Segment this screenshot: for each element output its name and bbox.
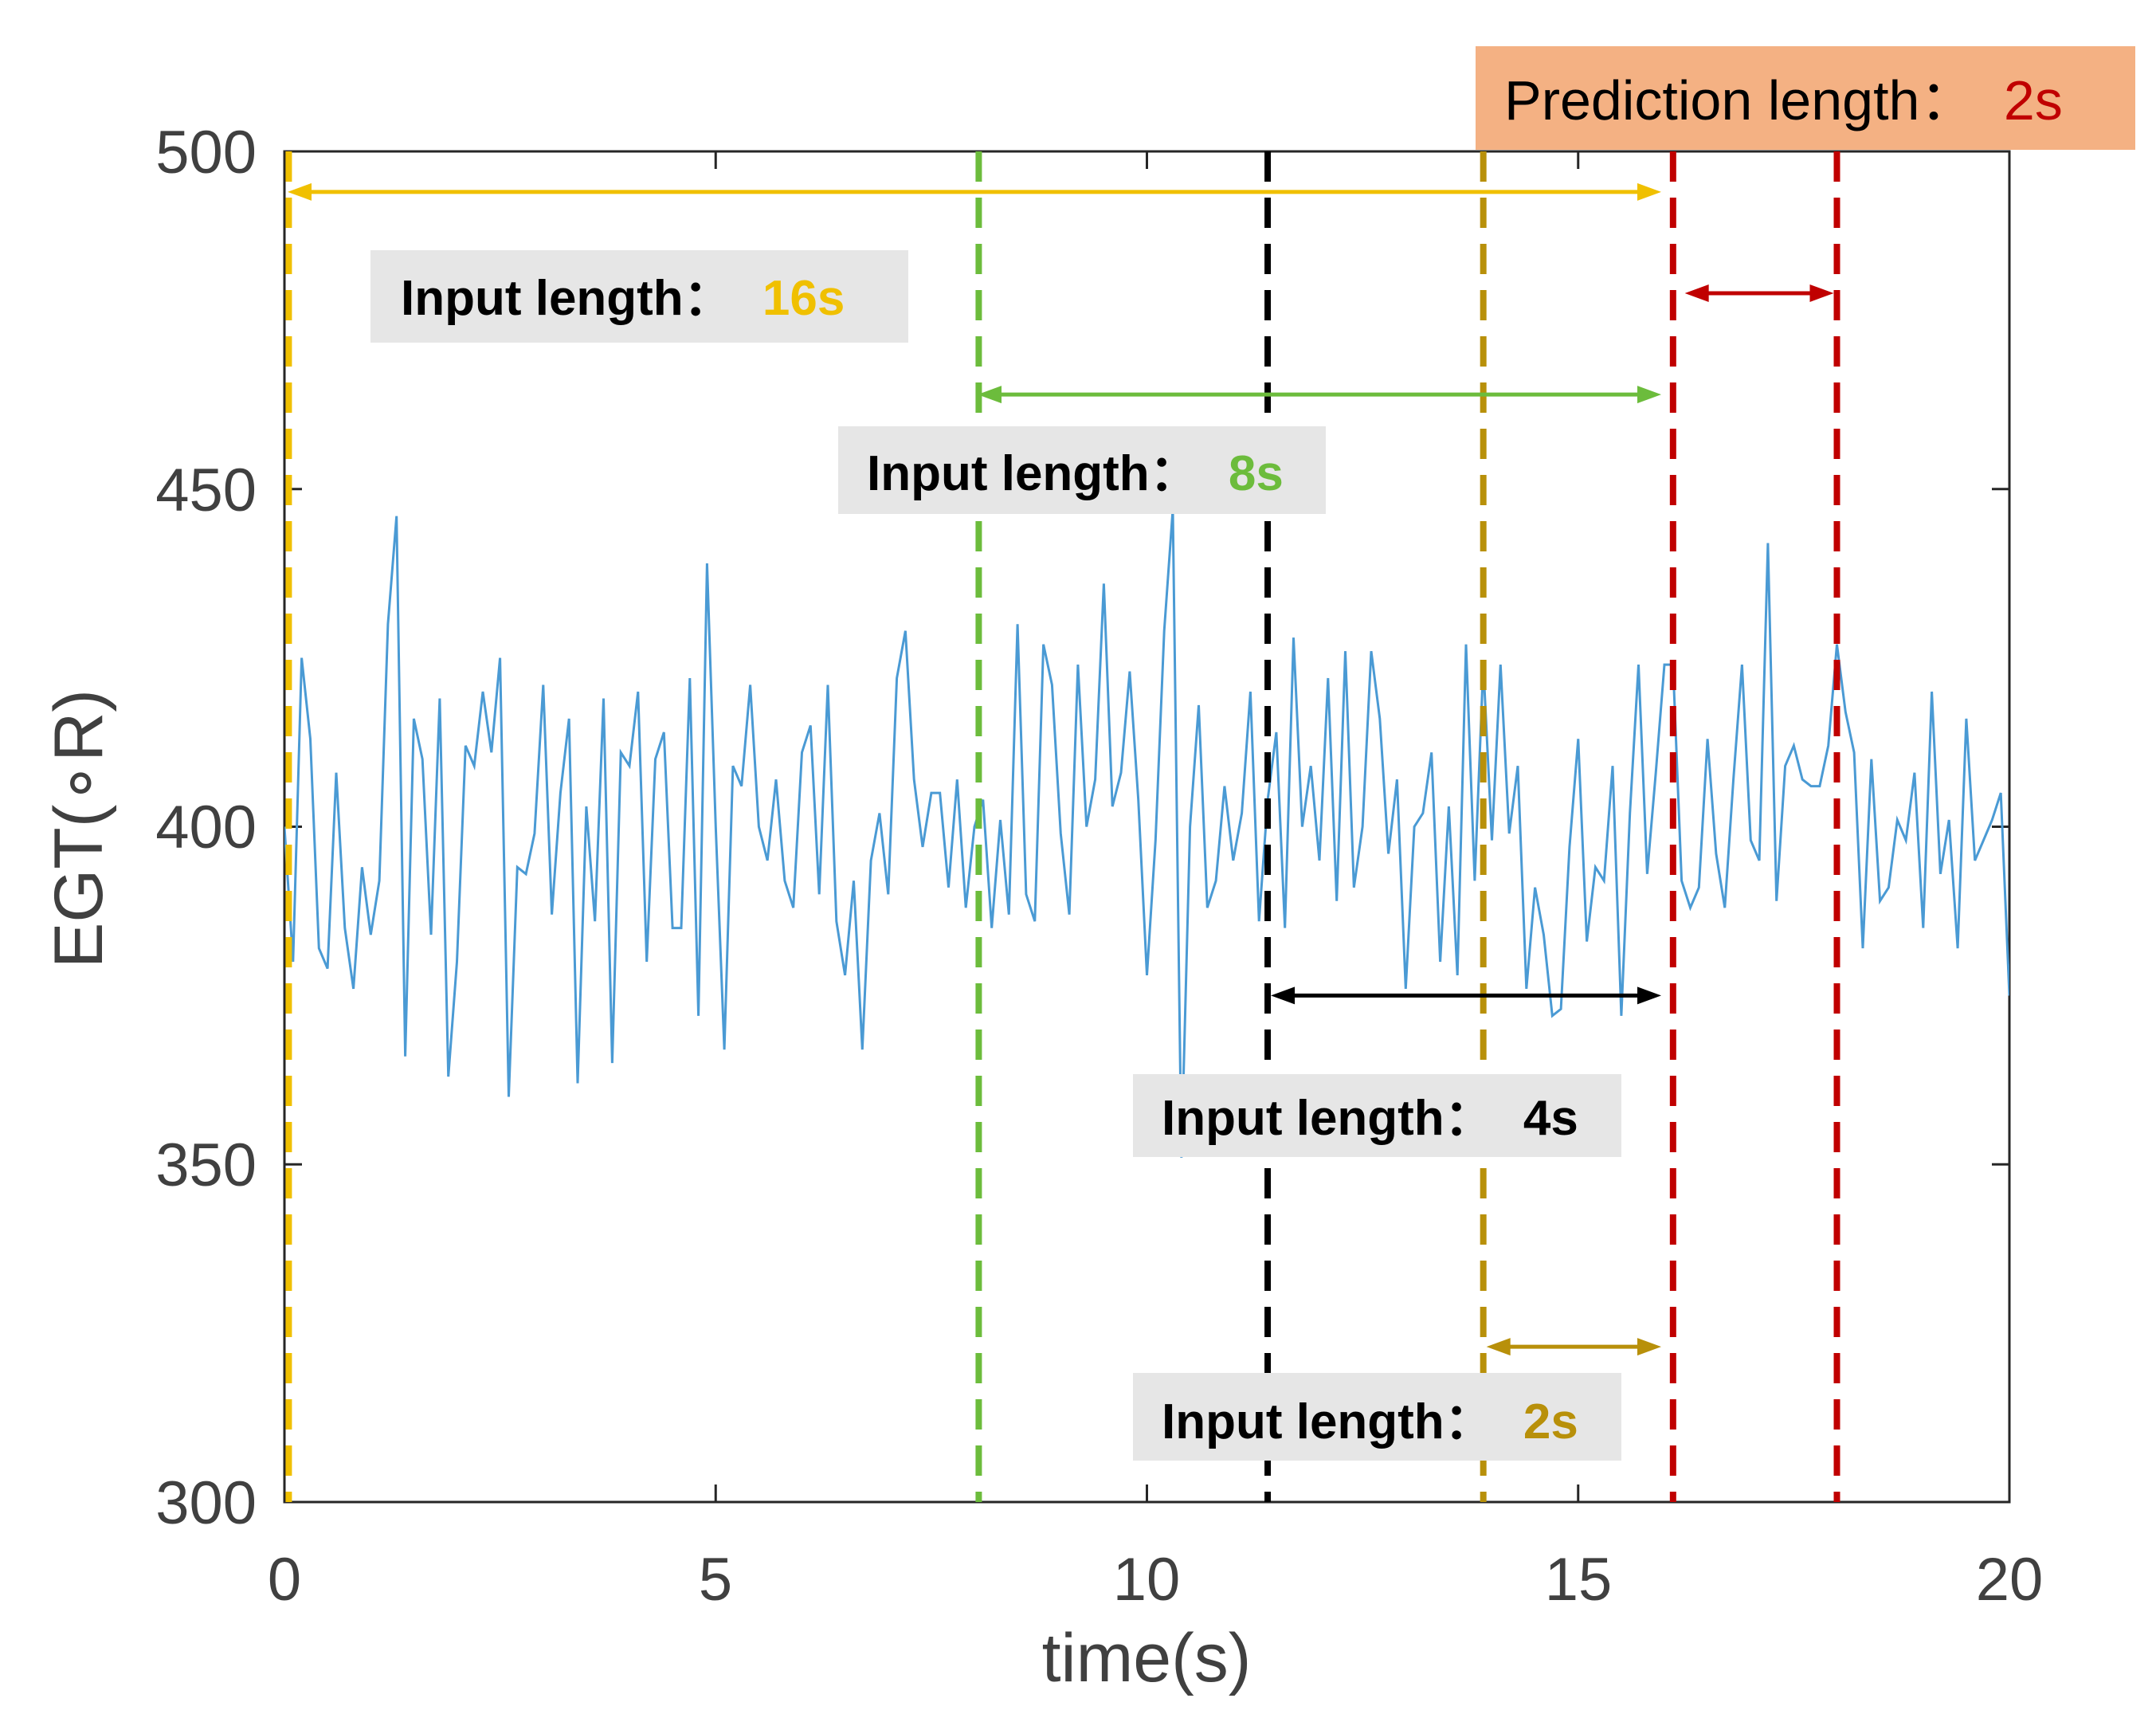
window-boundary-lines — [285, 151, 1840, 1502]
label-prefix: Prediction length： — [1504, 69, 1975, 131]
y-tick-label: 400 — [155, 794, 257, 861]
y-tick-label: 450 — [155, 457, 257, 524]
label-value: 2s — [2004, 69, 2063, 131]
svg-text:Prediction length： 2s: Prediction length： 2s — [1504, 69, 2063, 131]
x-axis-label: time(s) — [1042, 1620, 1252, 1696]
input-4s-arrow — [1271, 986, 1661, 1005]
label-value: 16s — [762, 271, 845, 326]
y-axis-label: EGT(∘R) — [41, 689, 117, 968]
label-prefix: Input length： — [401, 271, 733, 326]
svg-text:Input length： 8s: Input length： 8s — [867, 446, 1284, 501]
label-input-16s: Input length： 16s — [370, 250, 908, 343]
input-2s-arrow — [1486, 1338, 1661, 1356]
label-prefix: Input length： — [1162, 1394, 1494, 1449]
egt-series-line — [284, 509, 2009, 1158]
x-tick-label: 15 — [1545, 1546, 1613, 1614]
y-tick-label: 350 — [155, 1132, 257, 1199]
x-tick-label: 5 — [699, 1546, 732, 1614]
x-tick-label: 0 — [268, 1546, 301, 1614]
svg-text:Input length： 16s: Input length： 16s — [401, 271, 845, 326]
axis-ticks — [283, 150, 2011, 1504]
label-value: 8s — [1229, 446, 1284, 501]
label-input-4s: Input length： 4s — [1133, 1074, 1621, 1157]
label-input-2s: Input length： 2s — [1133, 1373, 1621, 1461]
x-tick-label: 10 — [1113, 1546, 1181, 1614]
svg-text:Input length： 4s: Input length： 4s — [1162, 1091, 1578, 1146]
input-16s-arrow — [288, 182, 1661, 201]
y-tick-label: 500 — [155, 119, 257, 186]
window-arrows — [288, 182, 1834, 1356]
prediction-2s-arrow — [1684, 284, 1834, 302]
label-input-8s: Input length： 8s — [838, 426, 1326, 514]
label-prefix: Input length： — [867, 446, 1199, 501]
svg-text:Input length： 2s: Input length： 2s — [1162, 1394, 1578, 1449]
label-prefix: Input length： — [1162, 1091, 1494, 1146]
x-tick-label: 20 — [1976, 1546, 2044, 1614]
y-tick-label: 300 — [155, 1469, 257, 1537]
input-8s-arrow — [978, 386, 1661, 404]
label-prediction-2s: Prediction length： 2s — [1476, 46, 2135, 150]
label-value: 4s — [1523, 1091, 1578, 1146]
label-value: 2s — [1523, 1394, 1578, 1449]
